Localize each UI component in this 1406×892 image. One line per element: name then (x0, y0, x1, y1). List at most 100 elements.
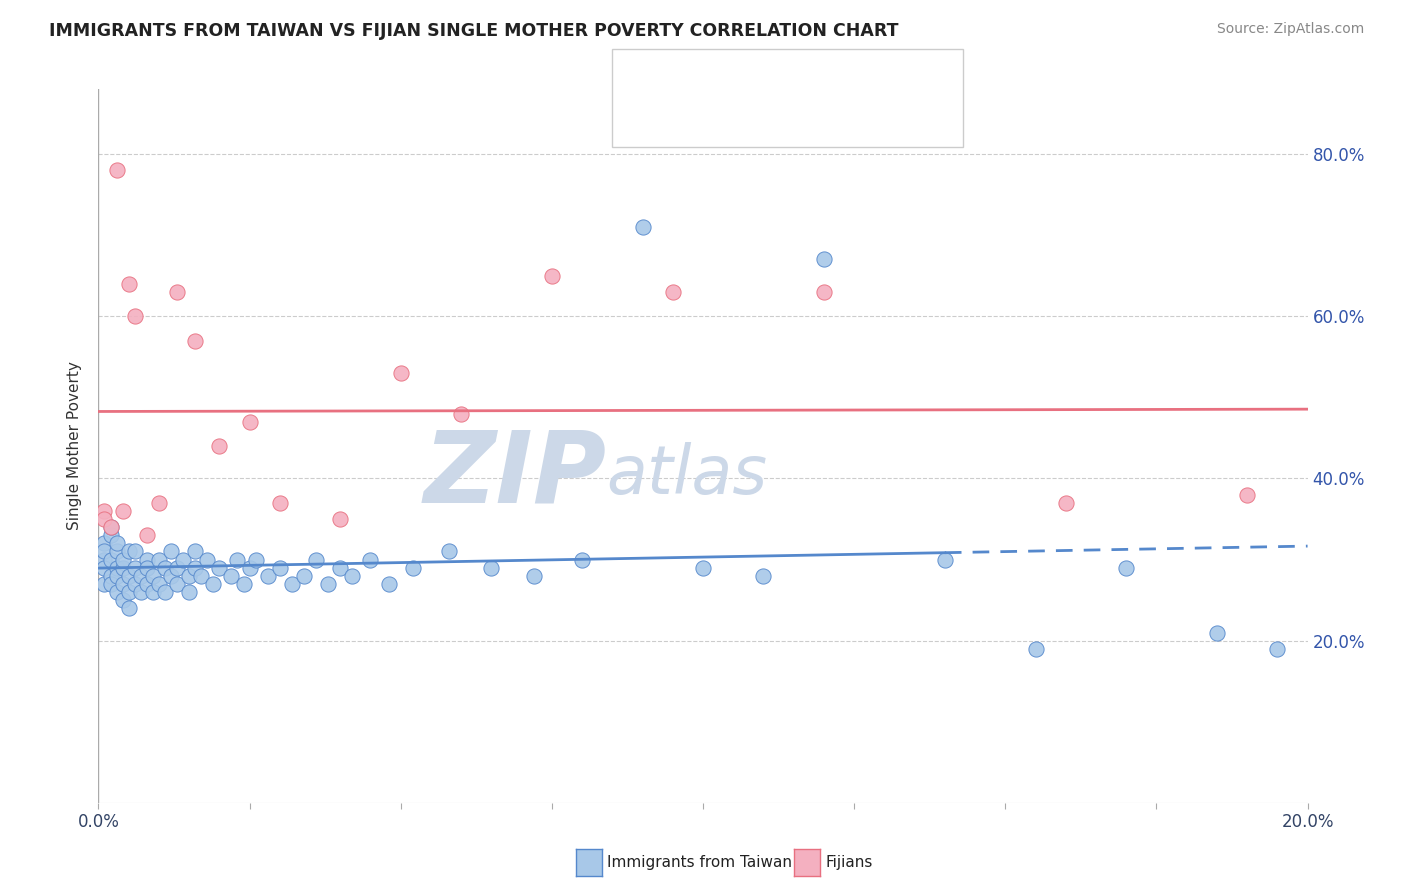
Point (111, 560, 134, 574)
Point (105, 585, 128, 599)
Point (166, 560, 188, 574)
Point (93, 544, 115, 558)
Point (232, 577, 254, 591)
Point (100, 520, 122, 534)
Text: R =  0.147   N = 22: R = 0.147 N = 22 (668, 108, 844, 126)
Point (184, 334, 207, 348)
Point (934, 552, 956, 566)
Point (523, 568, 546, 582)
Text: R = 0.039   N = 79: R = 0.039 N = 79 (668, 70, 838, 87)
Point (129, 568, 152, 582)
Point (142, 568, 165, 582)
Point (389, 366, 412, 380)
Point (239, 415, 262, 429)
Point (93, 504, 115, 518)
Point (184, 544, 207, 558)
Point (118, 568, 141, 582)
Point (1267, 641, 1289, 656)
Point (631, 220, 654, 235)
Point (437, 544, 460, 558)
Point (208, 439, 231, 453)
Point (184, 560, 207, 574)
Point (172, 552, 194, 566)
Point (360, 552, 382, 566)
Point (100, 528, 122, 542)
Point (292, 568, 315, 582)
Point (450, 407, 472, 421)
Point (245, 552, 267, 566)
Point (166, 285, 188, 299)
Point (105, 163, 128, 178)
Point (118, 585, 141, 599)
Point (93, 552, 115, 566)
Point (118, 544, 141, 558)
Point (129, 585, 152, 599)
Point (124, 544, 146, 558)
Text: IMMIGRANTS FROM TAIWAN VS FIJIAN SINGLE MOTHER POVERTY CORRELATION CHART: IMMIGRANTS FROM TAIWAN VS FIJIAN SINGLE … (49, 22, 898, 40)
Point (692, 560, 714, 574)
Point (571, 552, 593, 566)
Point (111, 593, 134, 607)
Point (195, 552, 218, 566)
Point (105, 560, 128, 574)
Point (153, 585, 176, 599)
Point (160, 568, 183, 582)
Point (329, 560, 352, 574)
Point (124, 310, 146, 324)
Point (111, 577, 134, 591)
Point (179, 585, 201, 599)
Point (93, 560, 115, 574)
Point (377, 577, 399, 591)
Point (142, 585, 165, 599)
Point (190, 568, 212, 582)
Point (540, 268, 562, 283)
Point (752, 568, 775, 582)
Point (481, 560, 503, 574)
Point (226, 552, 249, 566)
Point (124, 560, 146, 574)
Text: ZIP: ZIP (423, 426, 606, 523)
Point (148, 552, 170, 566)
Point (100, 520, 122, 534)
Point (1236, 488, 1258, 502)
Point (135, 560, 157, 574)
Point (342, 568, 364, 582)
Point (135, 577, 157, 591)
Point (281, 577, 304, 591)
Point (135, 552, 157, 566)
Point (160, 544, 183, 558)
Point (93, 577, 115, 591)
Point (111, 504, 134, 518)
Text: Source: ZipAtlas.com: Source: ZipAtlas.com (1216, 22, 1364, 37)
Point (813, 285, 835, 299)
Point (118, 601, 141, 615)
Point (100, 577, 122, 591)
Point (153, 560, 176, 574)
Point (100, 552, 122, 566)
Point (208, 560, 231, 574)
Point (202, 577, 225, 591)
Point (256, 568, 278, 582)
Point (269, 496, 291, 510)
Point (93, 536, 115, 550)
Point (661, 285, 683, 299)
Point (1115, 560, 1137, 574)
Point (1024, 641, 1046, 656)
Text: Immigrants from Taiwan: Immigrants from Taiwan (607, 855, 793, 870)
Point (135, 528, 157, 542)
Point (100, 568, 122, 582)
Point (118, 277, 141, 291)
Point (111, 552, 134, 566)
Point (105, 544, 128, 558)
Point (402, 560, 425, 574)
Point (269, 560, 291, 574)
Point (179, 568, 201, 582)
Text: Fijians: Fijians (825, 855, 873, 870)
Point (148, 496, 170, 510)
Point (93, 512, 115, 526)
Point (1206, 625, 1229, 640)
Point (305, 552, 328, 566)
Point (148, 577, 170, 591)
Point (105, 568, 128, 582)
Y-axis label: Single Mother Poverty: Single Mother Poverty (67, 361, 83, 531)
